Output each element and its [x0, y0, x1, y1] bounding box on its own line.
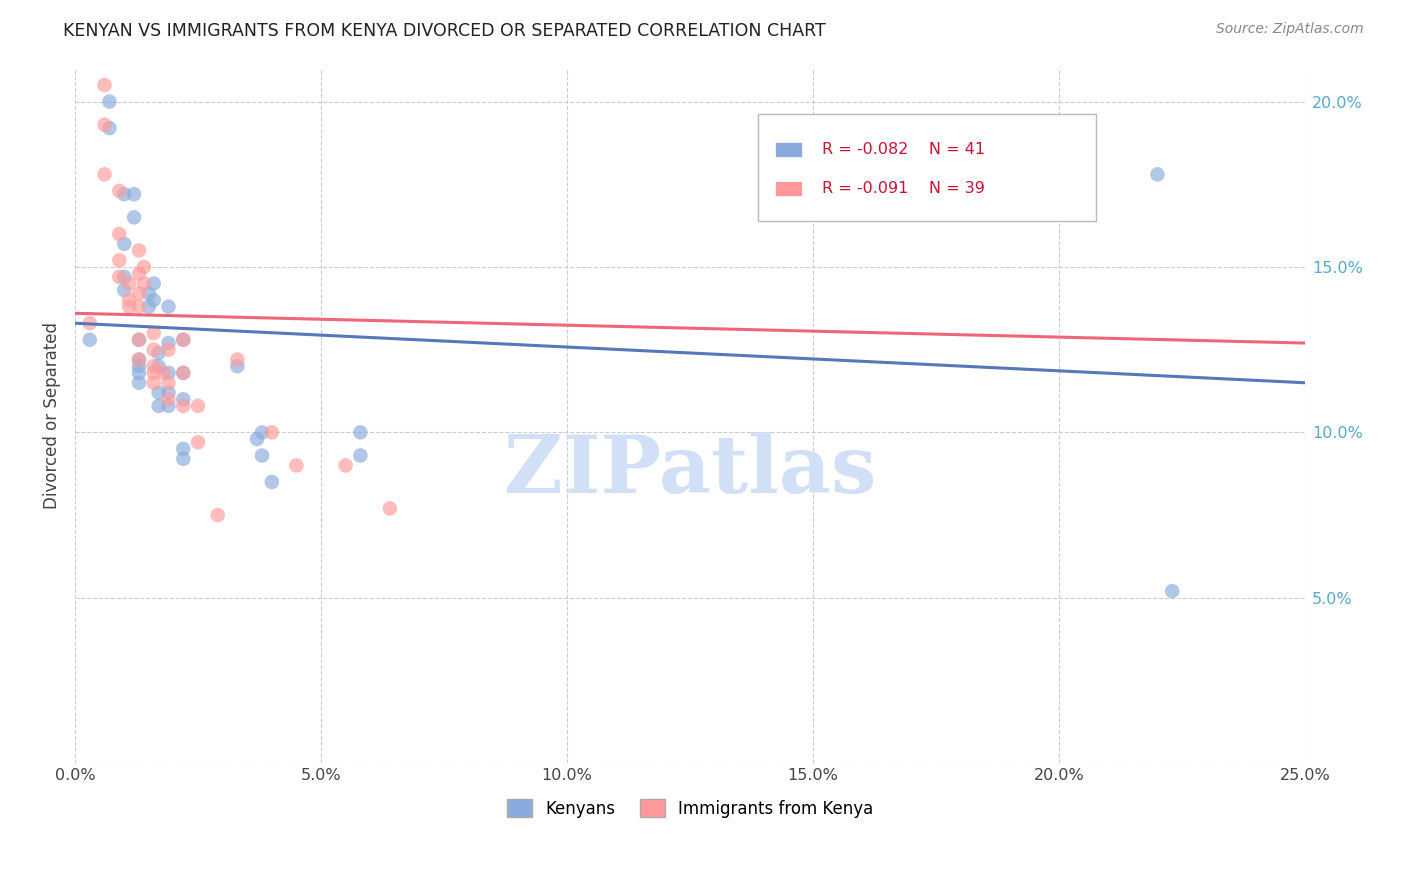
- Point: [207, 508, 229, 522]
- Point: [172, 366, 194, 380]
- Point: [108, 253, 131, 268]
- FancyBboxPatch shape: [775, 181, 801, 196]
- Point: [142, 376, 165, 390]
- Point: [128, 352, 150, 367]
- Point: [1161, 584, 1184, 599]
- Point: [128, 333, 150, 347]
- Point: [172, 366, 194, 380]
- Point: [112, 236, 135, 251]
- Point: [93, 78, 115, 92]
- Text: KENYAN VS IMMIGRANTS FROM KENYA DIVORCED OR SEPARATED CORRELATION CHART: KENYAN VS IMMIGRANTS FROM KENYA DIVORCED…: [63, 22, 825, 40]
- Point: [152, 366, 174, 380]
- Point: [148, 359, 170, 374]
- Point: [118, 277, 141, 291]
- Point: [187, 399, 209, 413]
- Point: [148, 385, 170, 400]
- Point: [128, 267, 150, 281]
- Y-axis label: Divorced or Separated: Divorced or Separated: [44, 322, 60, 509]
- Point: [172, 333, 194, 347]
- Point: [157, 376, 180, 390]
- Point: [108, 184, 131, 198]
- Point: [142, 293, 165, 307]
- Point: [226, 359, 249, 374]
- Point: [98, 121, 121, 136]
- Point: [378, 501, 401, 516]
- Point: [1146, 167, 1168, 181]
- Point: [108, 269, 131, 284]
- Point: [187, 435, 209, 450]
- Point: [79, 333, 101, 347]
- Point: [349, 449, 371, 463]
- Point: [172, 442, 194, 456]
- Point: [138, 300, 160, 314]
- Point: [128, 286, 150, 301]
- Point: [246, 432, 269, 446]
- Point: [157, 399, 180, 413]
- Point: [128, 300, 150, 314]
- Point: [142, 366, 165, 380]
- Point: [132, 260, 155, 274]
- FancyBboxPatch shape: [775, 142, 801, 157]
- Point: [172, 451, 194, 466]
- Point: [142, 359, 165, 374]
- Point: [172, 392, 194, 407]
- Point: [138, 286, 160, 301]
- Point: [250, 425, 273, 440]
- Point: [157, 336, 180, 351]
- Point: [128, 376, 150, 390]
- Text: Source: ZipAtlas.com: Source: ZipAtlas.com: [1216, 22, 1364, 37]
- Point: [128, 359, 150, 374]
- Point: [108, 227, 131, 241]
- FancyBboxPatch shape: [758, 113, 1095, 221]
- Point: [112, 187, 135, 202]
- Point: [157, 343, 180, 357]
- Point: [93, 118, 115, 132]
- Point: [112, 283, 135, 297]
- Point: [172, 333, 194, 347]
- Point: [335, 458, 357, 473]
- Point: [132, 277, 155, 291]
- Point: [260, 425, 283, 440]
- Point: [157, 385, 180, 400]
- Point: [157, 392, 180, 407]
- Point: [349, 425, 371, 440]
- Point: [142, 326, 165, 340]
- Text: ZIPatlas: ZIPatlas: [503, 433, 876, 510]
- Point: [79, 316, 101, 330]
- Point: [157, 300, 180, 314]
- Legend: Kenyans, Immigrants from Kenya: Kenyans, Immigrants from Kenya: [501, 793, 880, 824]
- Point: [128, 333, 150, 347]
- Point: [98, 95, 121, 109]
- Point: [142, 343, 165, 357]
- Point: [157, 366, 180, 380]
- Point: [148, 399, 170, 413]
- Text: R = -0.082    N = 41: R = -0.082 N = 41: [821, 143, 984, 157]
- Point: [118, 293, 141, 307]
- Point: [128, 244, 150, 258]
- Point: [128, 352, 150, 367]
- Text: R = -0.091    N = 39: R = -0.091 N = 39: [821, 181, 984, 196]
- Point: [112, 269, 135, 284]
- Point: [122, 211, 145, 225]
- Point: [142, 277, 165, 291]
- Point: [260, 475, 283, 489]
- Point: [285, 458, 308, 473]
- Point: [128, 366, 150, 380]
- Point: [250, 449, 273, 463]
- Point: [122, 187, 145, 202]
- Point: [93, 167, 115, 181]
- Point: [148, 346, 170, 360]
- Point: [226, 352, 249, 367]
- Point: [172, 399, 194, 413]
- Point: [118, 300, 141, 314]
